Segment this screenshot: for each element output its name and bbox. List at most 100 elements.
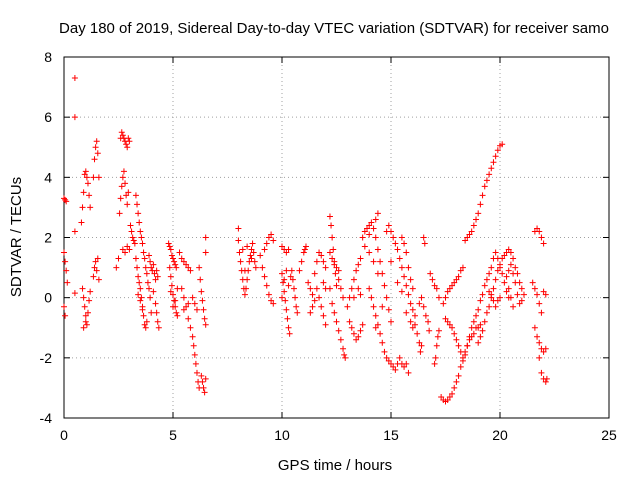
data-point — [83, 321, 90, 328]
data-point — [283, 267, 290, 274]
data-point — [503, 288, 510, 295]
data-point — [420, 234, 427, 241]
x-tick-label: 5 — [169, 427, 177, 443]
data-point — [122, 180, 129, 187]
data-point — [153, 267, 160, 274]
data-point — [127, 222, 134, 229]
data-point — [477, 201, 484, 208]
data-point — [185, 315, 192, 322]
data-point — [318, 252, 325, 259]
data-point — [287, 273, 294, 280]
data-point — [340, 345, 347, 352]
data-point — [411, 312, 418, 319]
data-point — [409, 306, 416, 313]
data-point — [538, 234, 545, 241]
data-point — [180, 306, 187, 313]
data-point — [243, 285, 250, 292]
data-point — [131, 240, 138, 247]
data-point — [148, 264, 155, 271]
data-point — [92, 258, 99, 265]
data-point — [283, 306, 290, 313]
data-point — [152, 276, 159, 283]
x-tick-labels: 0 5 10 15 20 25 — [60, 427, 617, 443]
data-point — [468, 228, 475, 235]
data-point — [180, 294, 187, 301]
data-point — [189, 333, 196, 340]
data-point — [170, 291, 176, 298]
data-point — [475, 306, 482, 313]
data-point — [146, 252, 153, 259]
data-point — [154, 318, 161, 325]
data-point — [505, 285, 512, 292]
data-point — [153, 309, 160, 316]
data-point — [281, 288, 288, 295]
data-point — [435, 327, 442, 334]
data-point — [453, 336, 460, 343]
data-point — [492, 249, 499, 256]
data-point — [252, 264, 259, 271]
data-point — [370, 258, 377, 265]
data-point — [118, 183, 125, 190]
data-point — [168, 252, 175, 259]
data-point — [309, 291, 316, 298]
data-point — [138, 294, 145, 301]
data-point — [128, 228, 135, 235]
data-point — [199, 297, 206, 304]
data-point — [93, 267, 100, 274]
data-point — [71, 228, 78, 235]
data-point — [154, 273, 161, 280]
data-point — [486, 288, 493, 295]
data-point — [316, 294, 323, 301]
data-point — [293, 303, 300, 310]
data-point — [199, 378, 206, 385]
data-point — [361, 243, 368, 250]
data-point — [139, 240, 146, 247]
data-point — [265, 291, 272, 298]
data-point — [140, 249, 147, 256]
data-point — [140, 312, 147, 319]
x-tick-label: 10 — [274, 427, 290, 443]
data-point — [136, 279, 143, 286]
data-point — [455, 342, 462, 349]
data-point — [501, 252, 508, 259]
data-point — [388, 228, 394, 235]
data-point — [403, 360, 410, 367]
data-point — [462, 348, 469, 355]
data-point — [416, 300, 423, 307]
data-point — [261, 246, 268, 253]
data-point — [174, 312, 181, 319]
data-point — [520, 291, 527, 298]
y-tick-label: 4 — [44, 169, 52, 185]
data-point — [80, 324, 87, 331]
y-tick-label: 0 — [44, 290, 52, 306]
data-point — [348, 285, 355, 292]
data-point — [80, 294, 87, 301]
data-point — [449, 324, 456, 331]
data-point — [166, 264, 173, 271]
data-point — [141, 321, 148, 328]
data-point — [370, 225, 377, 232]
data-point — [119, 174, 126, 181]
data-point — [459, 354, 466, 361]
data-point — [420, 303, 427, 310]
data-point — [173, 309, 180, 316]
y-tick-label: 2 — [44, 230, 52, 246]
data-point — [130, 237, 137, 244]
data-point — [311, 297, 318, 304]
data-point — [503, 273, 510, 280]
data-point — [331, 309, 338, 316]
data-point — [138, 234, 145, 241]
data-point — [183, 303, 190, 310]
data-point — [361, 228, 368, 235]
data-point — [170, 255, 176, 262]
data-point — [170, 303, 176, 310]
data-point — [132, 255, 139, 262]
data-point — [83, 174, 90, 181]
data-point — [333, 282, 340, 289]
data-point — [499, 141, 506, 148]
x-tick-label: 20 — [492, 427, 508, 443]
data-point — [444, 396, 451, 403]
data-point — [411, 321, 418, 328]
data-point — [477, 297, 484, 304]
data-point — [63, 267, 70, 274]
